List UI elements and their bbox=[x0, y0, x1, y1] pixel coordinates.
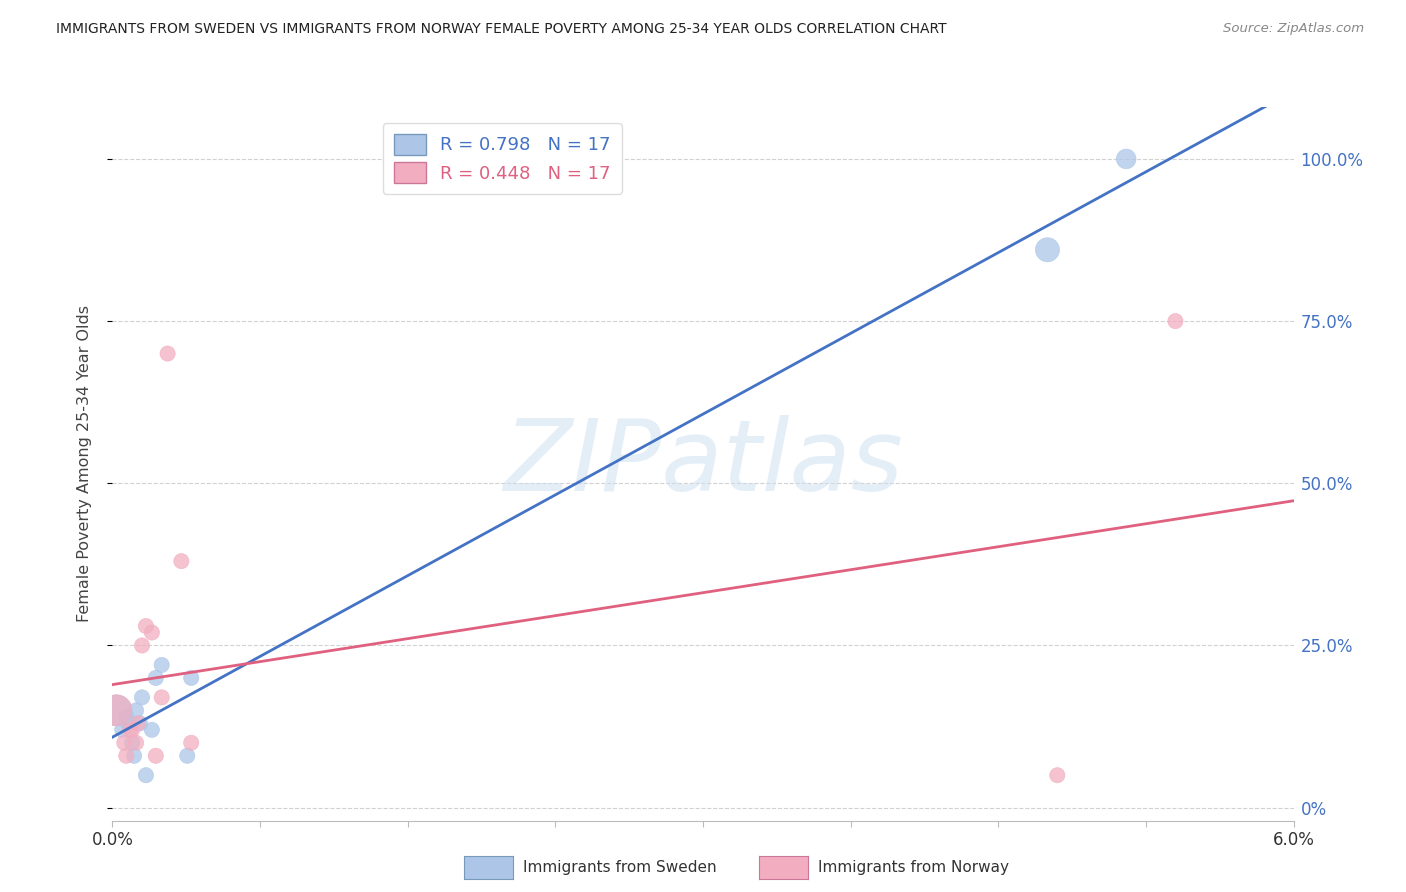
Point bbox=[176, 748, 198, 763]
Point bbox=[1036, 243, 1059, 257]
Point bbox=[135, 768, 157, 782]
Point bbox=[131, 690, 153, 705]
Point bbox=[112, 736, 135, 750]
Text: IMMIGRANTS FROM SWEDEN VS IMMIGRANTS FROM NORWAY FEMALE POVERTY AMONG 25-34 YEAR: IMMIGRANTS FROM SWEDEN VS IMMIGRANTS FRO… bbox=[56, 22, 946, 37]
Point bbox=[127, 716, 149, 731]
Point bbox=[131, 639, 153, 653]
Point bbox=[105, 703, 128, 717]
Point bbox=[129, 716, 152, 731]
Point bbox=[115, 748, 138, 763]
Point bbox=[180, 671, 202, 685]
Point bbox=[120, 723, 142, 737]
Point bbox=[117, 716, 139, 731]
Point bbox=[141, 625, 163, 640]
Legend: R = 0.798   N = 17, R = 0.448   N = 17: R = 0.798 N = 17, R = 0.448 N = 17 bbox=[382, 123, 621, 194]
Text: Immigrants from Norway: Immigrants from Norway bbox=[818, 861, 1010, 875]
Point bbox=[1164, 314, 1187, 328]
Text: ZIPatlas: ZIPatlas bbox=[503, 416, 903, 512]
Point bbox=[121, 736, 143, 750]
Text: Source: ZipAtlas.com: Source: ZipAtlas.com bbox=[1223, 22, 1364, 36]
Point bbox=[122, 748, 145, 763]
Point bbox=[170, 554, 193, 568]
Point bbox=[115, 710, 138, 724]
Point bbox=[105, 703, 128, 717]
Point bbox=[1115, 152, 1137, 166]
Point bbox=[125, 703, 148, 717]
Point bbox=[125, 736, 148, 750]
Point bbox=[141, 723, 163, 737]
Y-axis label: Female Poverty Among 25-34 Year Olds: Female Poverty Among 25-34 Year Olds bbox=[77, 305, 91, 623]
Point bbox=[111, 723, 134, 737]
Point bbox=[150, 657, 173, 672]
Point bbox=[156, 346, 179, 360]
Text: Immigrants from Sweden: Immigrants from Sweden bbox=[523, 861, 717, 875]
Point bbox=[1046, 768, 1069, 782]
Point bbox=[145, 671, 167, 685]
Point bbox=[135, 619, 157, 633]
Point bbox=[150, 690, 173, 705]
Point bbox=[180, 736, 202, 750]
Point bbox=[145, 748, 167, 763]
Point bbox=[121, 723, 143, 737]
